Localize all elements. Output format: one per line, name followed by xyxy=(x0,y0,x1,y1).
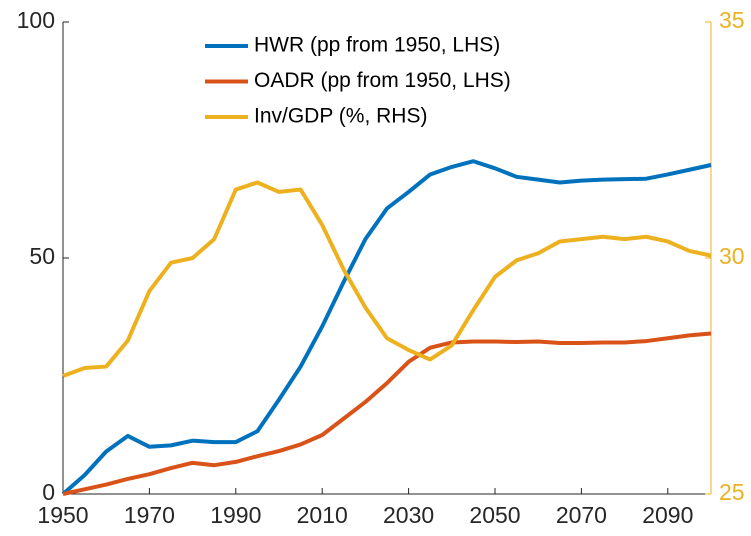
series-line xyxy=(61,159,712,496)
x-tick-label: 2090 xyxy=(642,502,693,528)
y-tick-label: 50 xyxy=(29,243,55,269)
x-tick-label: 2010 xyxy=(297,502,348,528)
legend-label: OADR (pp from 1950, LHS) xyxy=(254,69,511,92)
series-line xyxy=(62,180,712,378)
y-tick-label: 0 xyxy=(42,479,55,505)
y2-tick-label: 25 xyxy=(719,479,745,505)
legend-label: Inv/GDP (%, RHS) xyxy=(254,105,427,128)
y2-tick-label: 35 xyxy=(719,7,745,33)
x-tick-label: 2050 xyxy=(469,502,520,528)
y2-tick-label: 30 xyxy=(719,243,745,269)
x-tick-label: 1970 xyxy=(124,502,175,528)
x-tick-label: 1990 xyxy=(210,502,261,528)
y-tick-label: 100 xyxy=(17,7,55,33)
x-tick-label: 1950 xyxy=(37,502,88,528)
series-line xyxy=(62,331,712,496)
legend-label: HWR (pp from 1950, LHS) xyxy=(254,34,500,57)
x-tick-label: 2030 xyxy=(383,502,434,528)
x-tick-label: 2070 xyxy=(556,502,607,528)
